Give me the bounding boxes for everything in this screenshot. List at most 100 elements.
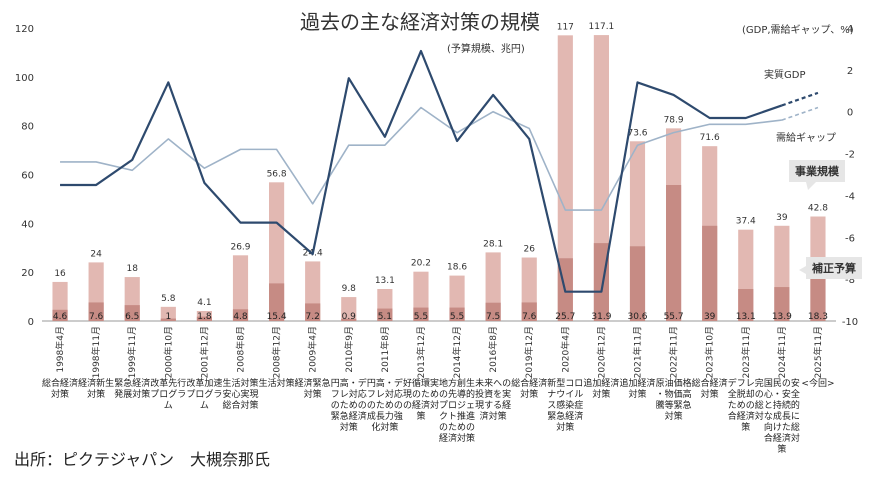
x-tick-label: 2020年12月 [595,326,607,378]
policy-name-label: 総合経済対策 [692,377,728,400]
bar-total-label: 56.8 [267,169,287,179]
x-tick-label: 2024年11月 [776,326,788,378]
bar-total-label: 37.4 [736,217,756,227]
bar-total-label: 16 [54,269,66,279]
bar-total-label: 9.8 [342,284,357,294]
bar-total-label: 4.1 [197,298,211,308]
bar-total-label: 24 [90,249,102,259]
callout-box [806,257,862,279]
bar-supplement [305,303,321,321]
callout-box [789,160,845,182]
right-tick-label: 4 [847,24,853,35]
bar-supplement-label: 5.5 [450,312,464,322]
x-tick-label: 2010年9月 [343,326,355,373]
source-note: 出所：ピクテジャパン 大槻奈那氏 [14,450,271,469]
bar-supplement-label: 0.9 [342,312,357,322]
bar-supplement-label: 13.1 [736,312,756,322]
bar-supplement [593,243,609,321]
bar-supplement-label: 6.5 [125,312,139,322]
gap-annotation: 需給ギャップ [776,131,836,144]
bar-supplement-label: 13.9 [772,312,792,322]
bar-total-label: 20.2 [411,259,431,269]
gdp-line [60,49,783,293]
left-tick-label: 80 [21,122,34,133]
x-tick-label: 2023年10月 [704,326,716,378]
bar-supplement [810,276,826,321]
policy-name-label: 好循環実現のための経済対策 [403,377,439,422]
x-tick-label: 1998年4月 [54,326,66,373]
bar-supplement-label: 5.5 [414,312,428,322]
bar-supplement-label: 31.9 [591,312,611,322]
bar-supplement-label: 39 [704,312,716,322]
bar-total-label: 18 [127,264,139,274]
bar-supplement-label: 7.2 [306,312,320,322]
bar-total-label: 13.1 [375,276,395,286]
bar-supplement-label: 7.6 [89,312,104,322]
bar-supplement-label: 1 [165,312,171,322]
right-tick-label: -10 [842,317,858,328]
bar-supplement [232,309,249,321]
gap-line-projection [781,106,819,121]
bar-supplement [666,184,682,321]
policy-name-label: 円高・デフレ対応のための成長力強化対策 [367,377,403,433]
x-tick-label: 2013年12月 [415,326,427,378]
policy-name-label: 総合経済対策 [511,377,547,400]
chart-title: 過去の主な経済対策の規模 [300,10,540,34]
x-tick-label: 2020年4月 [559,326,571,373]
left-tick-label: 0 [28,317,34,328]
x-tick-label: 2019年12月 [523,326,535,378]
gap-line [60,106,782,211]
bar-supplement [377,308,393,321]
bar-supplement [269,283,285,321]
x-tick-label: 1998年11月 [90,326,102,378]
policy-name-label: 経済緊急対策 [295,377,331,400]
callout-business-scale: 事業規模 [795,164,840,178]
policy-name-label: 国民の安心・安全と持続的な成長に向けた総合経済対策 [764,377,800,455]
callout-pointer [806,182,816,190]
x-tick-label: 2021年11月 [632,326,644,378]
x-tick-label: 2025年11月 [812,326,824,378]
bar-total-label: 5.8 [161,294,176,304]
bar-supplement [702,225,718,321]
bar-total-label: 28.1 [483,239,503,249]
x-tick-label: 2014年12月 [451,326,463,378]
bar-total-label: 78.9 [664,115,684,125]
right-tick-label: -8 [845,275,855,286]
x-tick-label: 2008年12月 [271,326,283,378]
bar-total-label: 42.8 [808,203,828,213]
policy-name-label: 追加経済対策 [583,377,619,400]
bar-supplement-label: 4.8 [233,312,248,322]
bar-supplement [629,246,646,321]
policy-name-label: 経済新生対策 [78,377,114,400]
x-tick-label: 2009年4月 [307,326,319,373]
left-tick-label: 100 [15,73,34,84]
right-tick-label: -2 [845,150,855,161]
policy-name-label: 新型コロナウイルス感染症緊急経済対策 [547,377,583,433]
bar-supplement [341,318,357,321]
bar-supplement [774,287,790,321]
bar-supplement [88,302,104,321]
bar-total-label: 117 [557,22,574,32]
x-tick-label: 2016年8月 [487,326,499,373]
x-tick-label: 2001年12月 [198,326,210,378]
x-tick-label: 2022年11月 [668,326,680,378]
right-tick-label: -4 [845,191,855,202]
gdp-annotation: 実質GDP [764,68,805,81]
bar-supplement-label: 7.5 [486,312,500,322]
bar-supplement-label: 7.6 [522,312,537,322]
bar-total-label: 117.1 [589,22,615,32]
policy-name-label: 地方創生の先導的プロジェクト推進のための経済対策 [439,377,475,444]
right-tick-label: 0 [847,108,853,119]
bar-supplement [521,302,537,321]
policy-name-label: 生活対策 [259,377,295,389]
bar-total-label: 73.6 [627,128,647,138]
bar-supplement [160,318,176,321]
bar-total [341,297,357,321]
bar-supplement-label: 55.7 [664,312,684,322]
x-tick-label: 2008年8月 [235,326,247,373]
policy-name-label: 総合経済対策 [42,377,78,400]
bar-total-label: 39 [776,213,788,223]
policy-name-label: 改革先行プログラム [150,377,186,411]
bar-total-label: 26.9 [230,242,250,252]
